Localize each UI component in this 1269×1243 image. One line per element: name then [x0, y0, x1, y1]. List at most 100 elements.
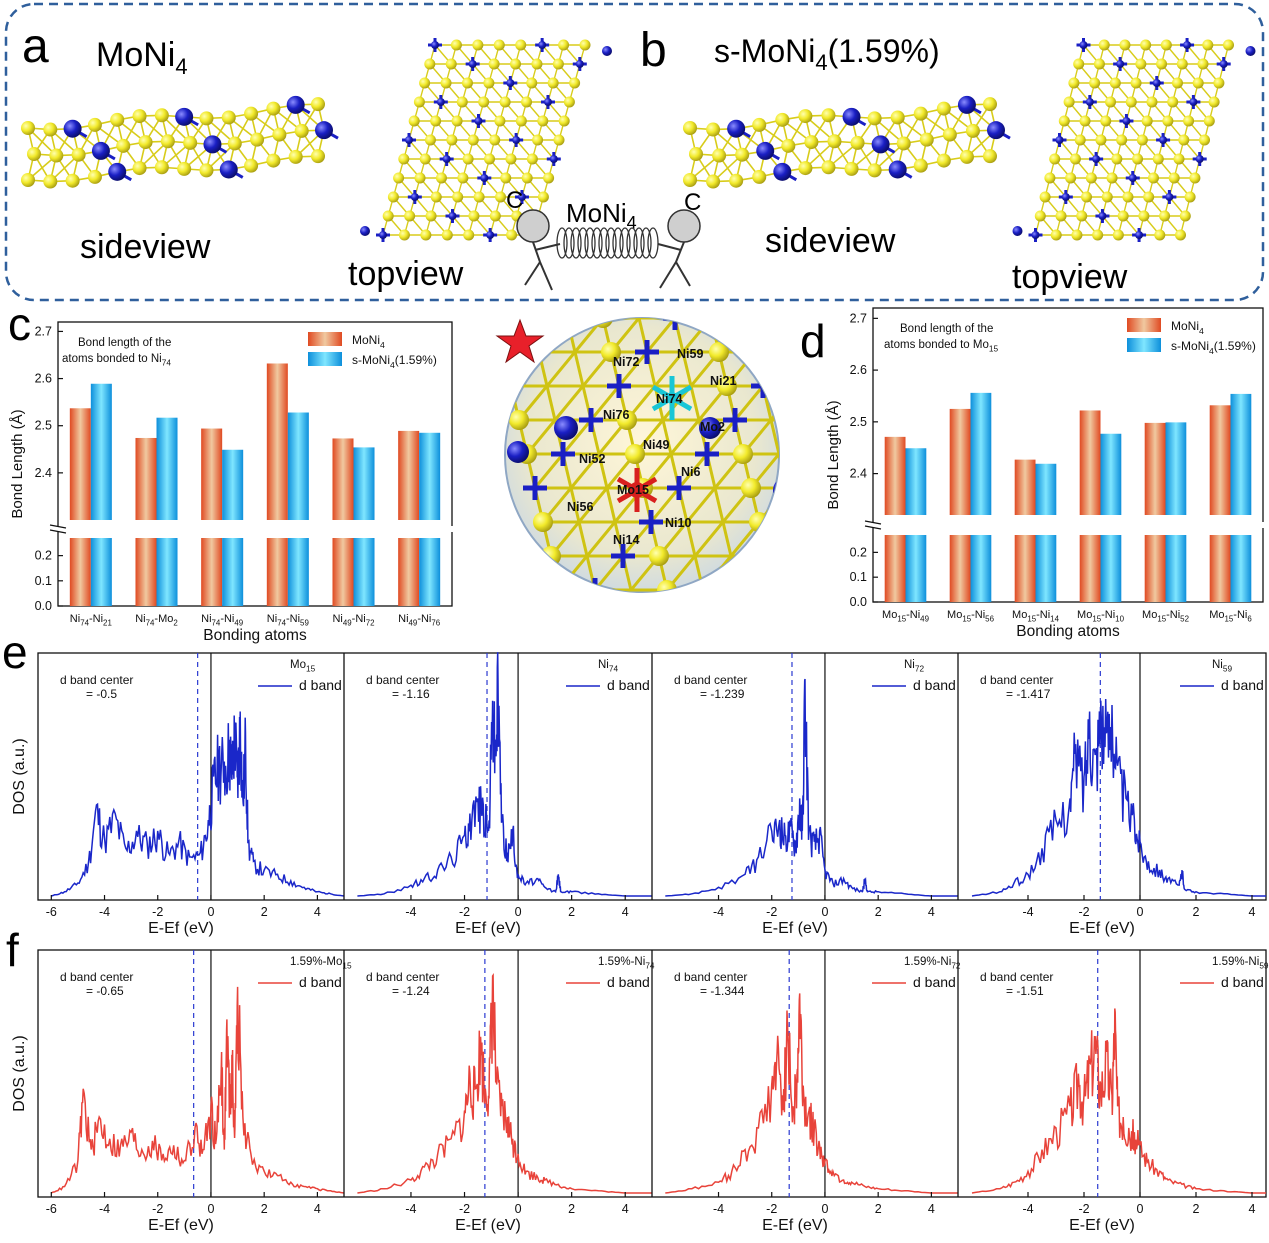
y-tick-label: 2.5 [850, 415, 867, 429]
ni-atom [1109, 77, 1121, 89]
x-tick-label: -4 [99, 1202, 110, 1216]
ni-atom [132, 109, 147, 124]
ni-atom [1044, 172, 1056, 184]
ni-atom [1079, 115, 1091, 127]
mo-atom [538, 41, 547, 49]
x-tick-label: 4 [622, 1202, 629, 1216]
ni-atom [1073, 58, 1085, 70]
mo-atom [203, 135, 222, 154]
ni-atom [712, 148, 727, 163]
bond [753, 318, 779, 353]
bar-moni4-base [1144, 535, 1166, 602]
ni-atom [775, 112, 790, 127]
ni-atom [462, 153, 474, 165]
ni-atom [531, 58, 543, 70]
ni-atom [844, 161, 859, 176]
ni-atom [65, 173, 80, 188]
dos-chart-f: f DOS (a.u.) -6 -4 -2 0 2 4 E-Ef (eV) d band cen… [6, 924, 1269, 1234]
bar-smoni4 [222, 449, 244, 520]
ni-atom [404, 210, 416, 222]
d-band-center-value: = -1.417 [1006, 687, 1051, 701]
ni-atom [983, 149, 997, 164]
ni-atom [1049, 153, 1061, 165]
bar-moni4 [201, 428, 223, 520]
ni-atom [558, 115, 570, 127]
mo-atom [1085, 98, 1094, 106]
x-tick-label: -2 [152, 1202, 163, 1216]
bond [795, 522, 803, 556]
x-category-label: Mo15-Ni14 [1012, 609, 1060, 624]
chart-title: Bond length of the [78, 337, 171, 349]
ni-atom [717, 376, 737, 396]
ni-atom [1068, 77, 1080, 89]
x-category-label: Ni49-Ni72 [332, 613, 374, 628]
panel-letter-d: d [800, 315, 826, 367]
ni-atom [1213, 77, 1225, 89]
ni-atom [1069, 153, 1081, 165]
panel-letter-e: e [2, 626, 28, 678]
legend-label: d band [1221, 974, 1264, 990]
ni-atom [446, 134, 458, 146]
ni-atom [821, 160, 836, 175]
ni-atom [579, 39, 591, 51]
ni-atom [1140, 39, 1152, 51]
x-tick-label: 0 [515, 1202, 522, 1216]
spring-left-letter: C [506, 187, 523, 214]
ni-atom [473, 191, 485, 203]
spring-cartoon: MoNi4 C C [506, 187, 701, 291]
mo-atom [1128, 174, 1137, 182]
ni-atom [1178, 134, 1190, 146]
bond [661, 419, 673, 455]
ni-atom [160, 134, 175, 149]
bond [773, 555, 779, 591]
legend-swatch [1127, 318, 1161, 332]
mo-atom [480, 174, 489, 182]
bar-moni4 [1144, 422, 1166, 515]
ni-atom [1138, 210, 1150, 222]
axis-break-mark [864, 520, 882, 525]
ni-atom [537, 115, 549, 127]
bar-smoni4 [353, 447, 375, 520]
ni-atom [494, 115, 506, 127]
mo-atom [699, 417, 721, 439]
ni-atom [1159, 210, 1171, 222]
ni-atom [1168, 172, 1180, 184]
spring-loop [563, 227, 575, 259]
x-category-label: Ni74-Ni49 [201, 613, 244, 628]
ni-atom [1146, 96, 1158, 108]
mo-atom [1031, 231, 1040, 239]
ni-atom [393, 172, 405, 184]
d-band-center-value: = -1.16 [392, 687, 430, 701]
d-band-center-value: = -0.5 [86, 687, 117, 701]
left-figure-body [524, 241, 561, 291]
y-axis-label: DOS (a.u.) [11, 1035, 28, 1111]
ni-atom [1122, 191, 1134, 203]
y-tick-label: 2.6 [850, 363, 867, 377]
x-axis-label: E-Ef (eV) [1069, 920, 1135, 937]
ni-atom [601, 342, 621, 362]
x-axis-label: E-Ef (eV) [148, 1217, 214, 1234]
ni-atom [419, 153, 431, 165]
ni-atom [493, 39, 505, 51]
ni-atom [21, 173, 35, 187]
dos-curve [51, 711, 345, 897]
bond [669, 419, 701, 455]
y-tick-label: 2.5 [35, 419, 52, 433]
mo-atom [756, 141, 775, 160]
spring-loop [605, 227, 617, 259]
dos-panel-ni72: -4 -2 0 2 4 E-Ef (eV) d band center= -1.344 1.5… [651, 950, 961, 1234]
x-tick-label: 0 [207, 905, 214, 919]
x-tick-label: 0 [1137, 1202, 1144, 1216]
mo-atom [871, 135, 890, 154]
ni-atom [1136, 134, 1148, 146]
bond [569, 453, 601, 489]
bar-moni4-base [135, 538, 157, 606]
y-tick-label: 2.4 [850, 467, 867, 481]
ni-atom [689, 147, 703, 161]
bond [605, 487, 617, 523]
x-tick-label: 2 [261, 1202, 268, 1216]
legend-label: s-MoNi4(1.59%) [1171, 339, 1256, 356]
x-axis-label: E-Ef (eV) [455, 1217, 521, 1234]
mo-atom [1195, 155, 1204, 163]
ni-atom [1125, 96, 1137, 108]
